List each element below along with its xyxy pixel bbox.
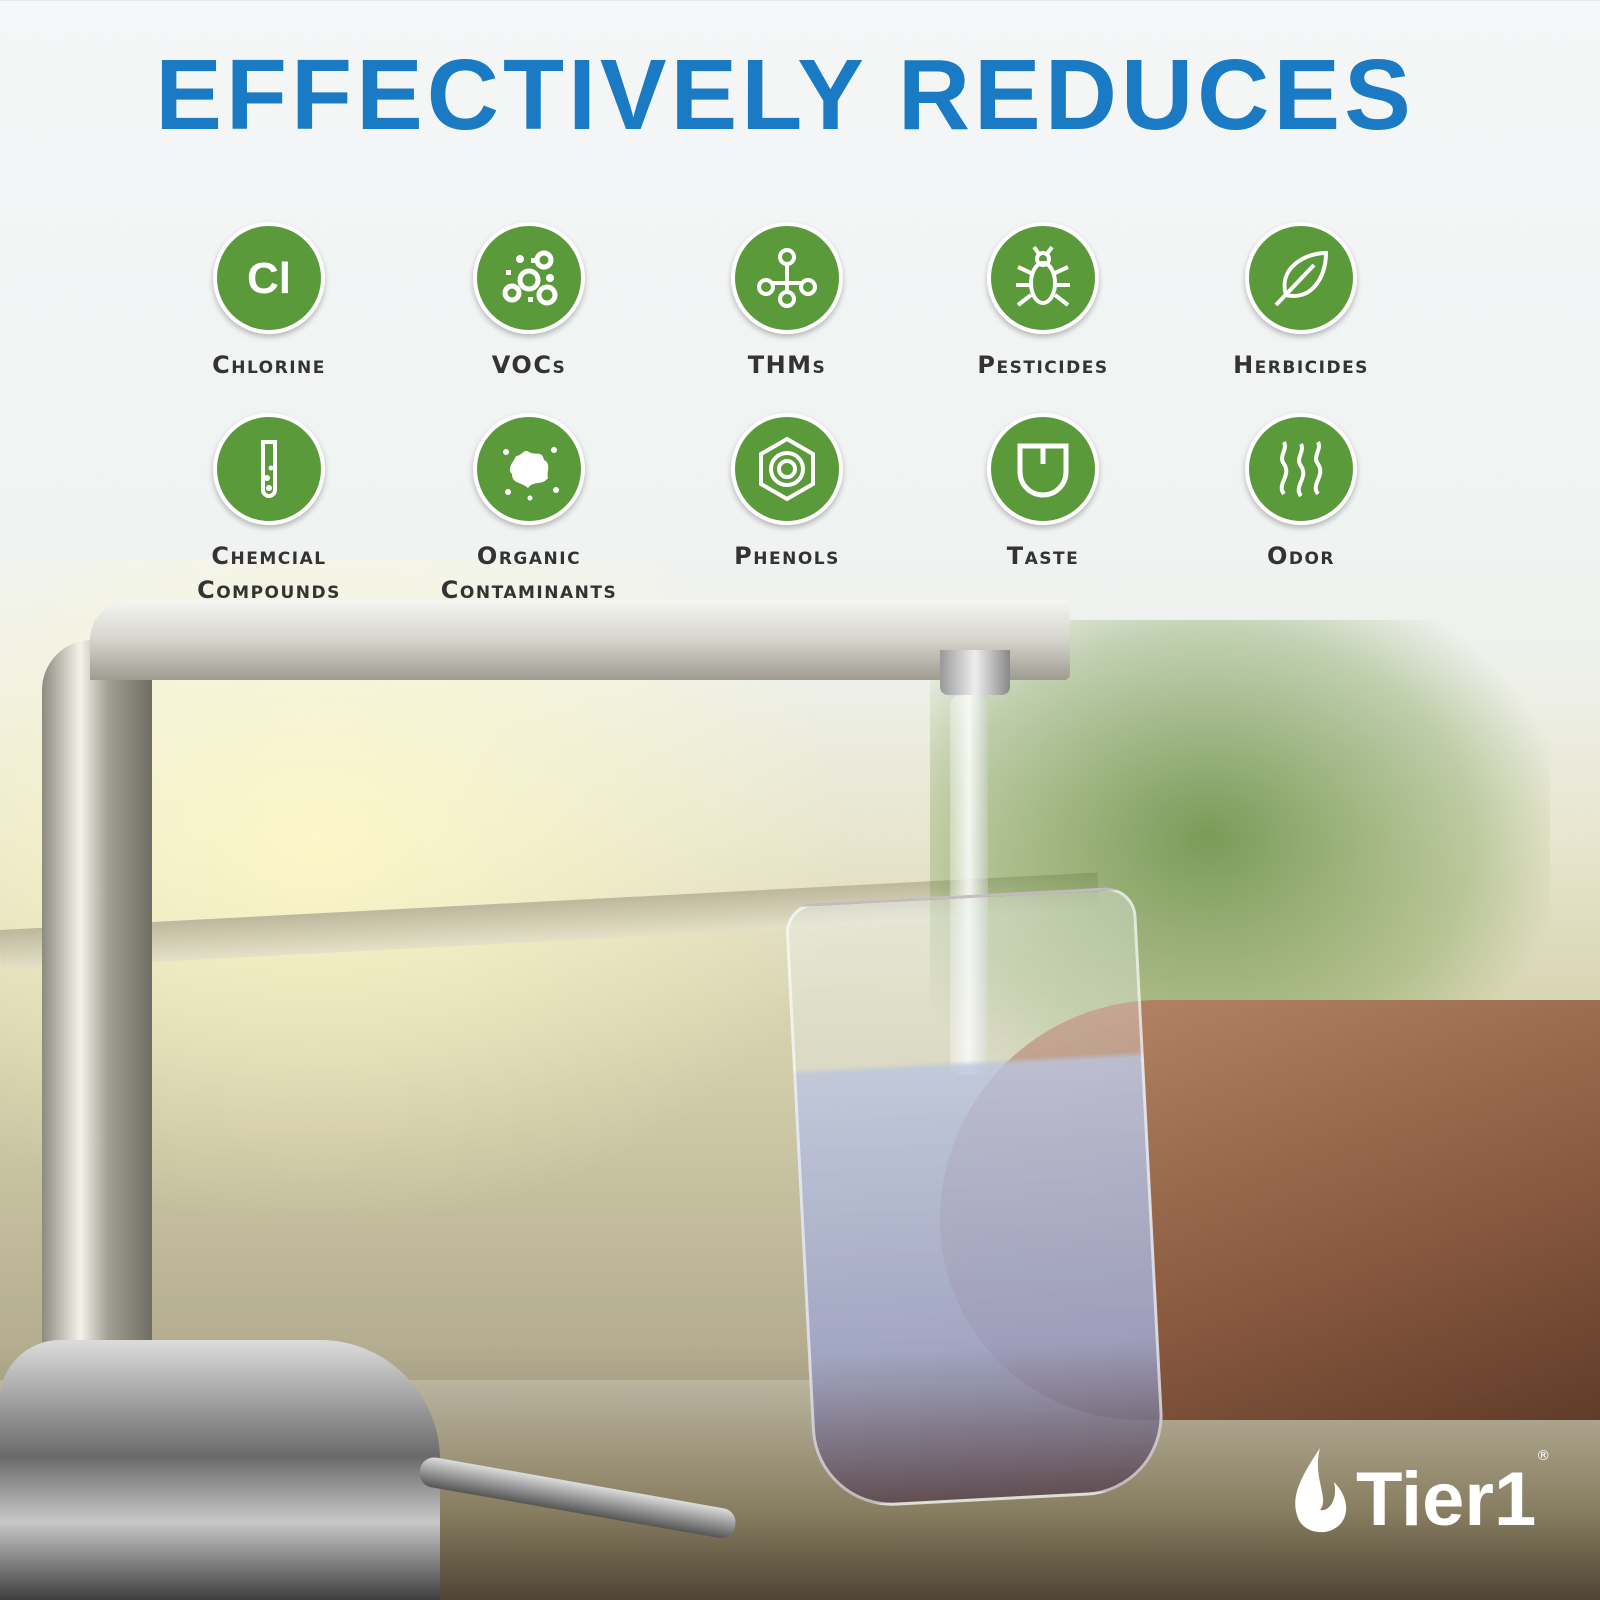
item-label: Odor [1171,539,1431,573]
chlorine-cl-icon: Cl [213,222,325,334]
contaminant-chemcial-compounds: Chemcial Compounds [139,413,399,607]
item-label: Chlorine [139,348,399,382]
item-label-line: VOCs [491,351,567,379]
brand-name: Tier1 [1356,1457,1537,1542]
odor-waves-icon [1245,413,1357,525]
contaminant-odor: Odor [1171,413,1431,573]
item-label: THMs [657,348,917,382]
contaminant-pesticides: Pesticides [913,222,1173,382]
contaminant-organic-contaminants: Organic Contaminants [399,413,659,607]
item-label-line: Organic [476,542,582,570]
contaminant-taste: Taste [913,413,1173,573]
faucet-spout [940,650,1010,695]
registered-mark: ® [1536,1448,1551,1464]
contaminant-phenols: Phenols [657,413,917,573]
item-label-line: Taste [1006,542,1080,570]
brand-logo: Tier1 ® [1290,1448,1550,1538]
page-title: EFFECTIVELY REDUCES [155,39,1415,151]
item-label: Herbicides [1171,348,1431,382]
contaminant-chlorine: Cl Chlorine [139,222,399,382]
contaminant-thms: THMs [657,222,917,382]
item-label: Phenols [657,539,917,573]
item-label-line: Herbicides [1233,351,1369,379]
item-label: VOCs [399,348,659,382]
contaminant-herbicides: Herbicides [1171,222,1431,382]
water-glass [784,886,1167,1510]
leaf-icon [1245,222,1357,334]
hexagon-ring-icon [731,413,843,525]
bubbles-icon [473,222,585,334]
item-label-line: Chlorine [212,351,326,379]
splatter-icon [473,413,585,525]
tongue-icon [987,413,1099,525]
water-drop-logo-icon [1295,1448,1347,1533]
molecule-icon [731,222,843,334]
svg-text:Cl: Cl [247,254,291,303]
item-label-line: Compounds [197,576,341,604]
item-label-line: THMs [747,351,827,379]
faucet-arm [90,600,1070,680]
item-label: Chemcial Compounds [139,539,399,607]
faucet-pipe [42,640,152,1400]
bug-icon [987,222,1099,334]
contaminant-vocs: VOCs [399,222,659,382]
item-label-line: Phenols [734,542,840,570]
item-label-line: Contaminants [440,576,618,604]
test-tube-icon [213,413,325,525]
item-label-line: Chemcial [211,542,327,570]
item-label-line: Odor [1266,542,1336,570]
item-label: Organic Contaminants [399,539,659,607]
faucet-handle-base [0,1340,440,1600]
item-label-line: Pesticides [977,351,1109,379]
item-label: Taste [913,539,1173,573]
item-label: Pesticides [913,348,1173,382]
